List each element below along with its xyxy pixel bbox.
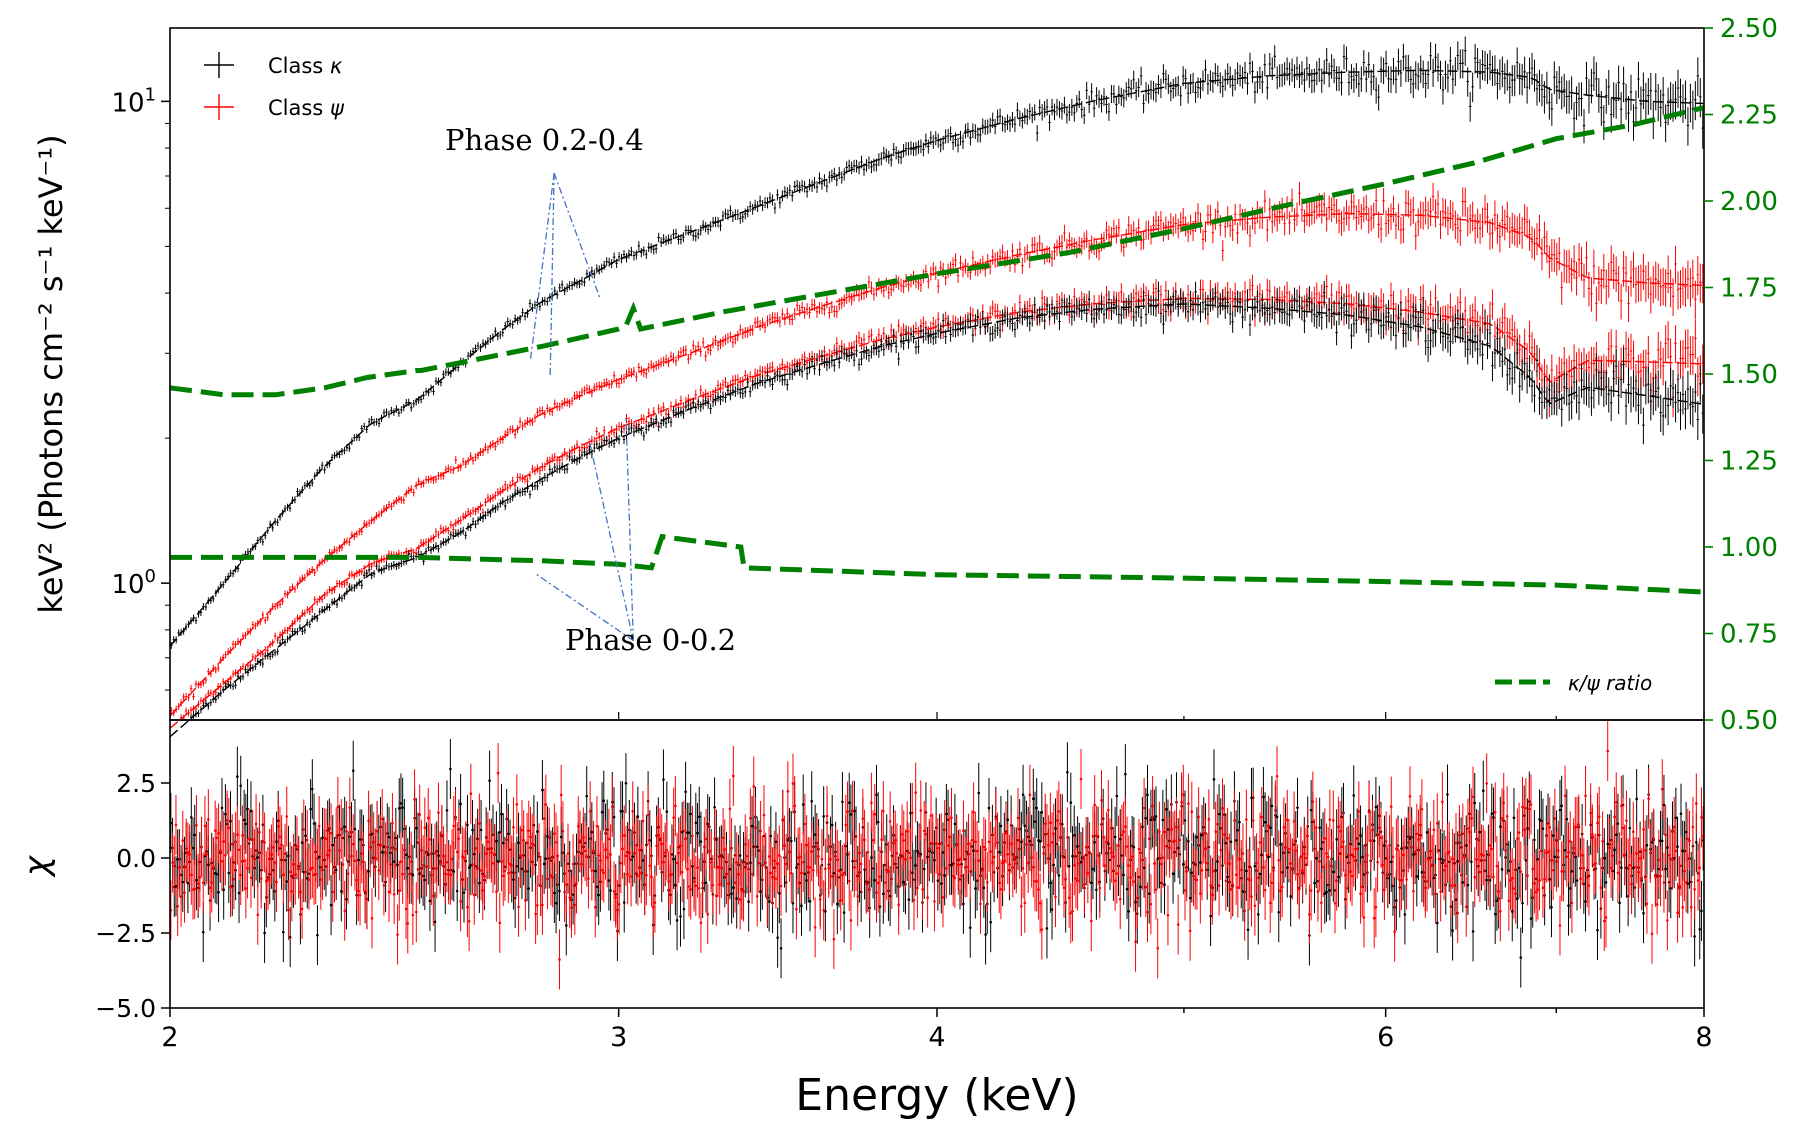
annotation-leader-2 [625, 418, 634, 641]
ratio-tick-label: 2.50 [1720, 14, 1778, 44]
model-curve [169, 297, 1705, 729]
ratio-tick-label: 0.50 [1720, 706, 1778, 736]
ratio-tick-label: 0.75 [1720, 620, 1778, 650]
y-tick-label: 101 [111, 84, 156, 118]
spectrum-panel: 100 101 0.50 0.75 1.00 1.25 1.50 1.75 2.00 2.25 2… [32, 14, 1778, 738]
y-tick-label: 100 [111, 566, 156, 600]
annotation-leader-1 [553, 172, 601, 299]
ratio-tick-label: 1.25 [1720, 447, 1778, 477]
ratio-tick-label: 2.25 [1720, 101, 1778, 131]
annotation-leader-2 [588, 437, 634, 641]
series-1 [169, 36, 1705, 649]
annotation-leader-1 [529, 172, 555, 361]
annotation-leader-1 [549, 173, 555, 376]
spectrum-ticks: 100 101 [111, 84, 170, 691]
annotation-leader-2 [534, 572, 634, 642]
ratio-lines [169, 105, 1705, 595]
ratio-line-2 [170, 533, 1705, 595]
ratio-line-1 [169, 105, 1705, 398]
model-curve [169, 303, 1705, 738]
ratio-tick-label: 2.00 [1720, 187, 1778, 217]
legend-label-kappa: Class κ [268, 54, 343, 78]
legend-entry-class-kappa: Class κ [204, 52, 343, 78]
model-curve [169, 69, 1705, 647]
phase-annotations [529, 172, 634, 642]
ratio-tick-label: 1.75 [1720, 274, 1778, 304]
ratio-tick-label: 1.00 [1720, 533, 1778, 563]
spectrum-legend: Class κ Class ψ [204, 52, 345, 120]
series-4 [169, 280, 1705, 738]
ratio-tick-label: 1.50 [1720, 360, 1778, 390]
ratio-axis-ticks: 0.50 0.75 1.00 1.25 1.50 1.75 2.00 2.25 2.50 [1704, 14, 1778, 736]
